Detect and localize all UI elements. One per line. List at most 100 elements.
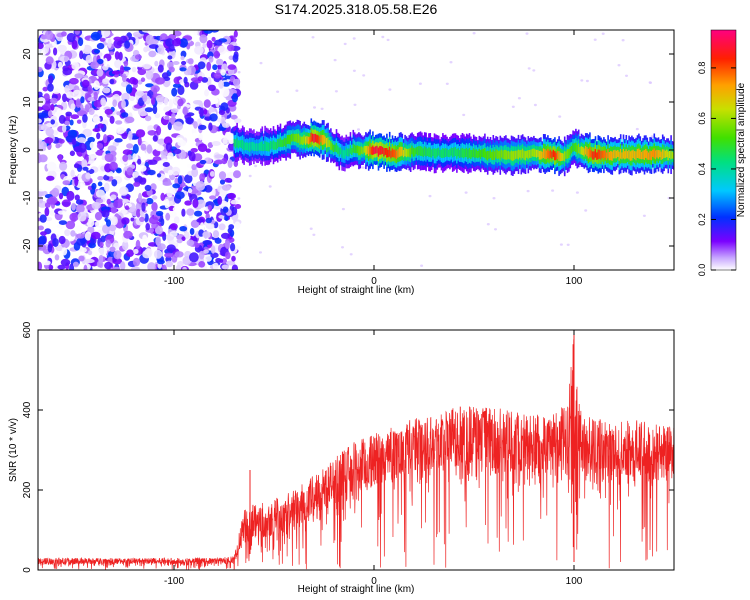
signal-cell — [365, 146, 367, 156]
noise-blob — [68, 82, 75, 90]
signal-cell — [479, 150, 482, 159]
noise-blob — [122, 149, 133, 156]
noise-blob — [85, 172, 91, 180]
noise-blob — [172, 206, 182, 213]
noise-blob — [182, 106, 188, 116]
noise-blob — [156, 173, 162, 178]
signal-cell — [467, 149, 469, 160]
noise-blob — [186, 163, 193, 168]
signal-cell — [507, 150, 510, 159]
noise-blob — [102, 209, 110, 218]
noise-blob — [109, 115, 115, 124]
noise-blob — [100, 97, 107, 107]
signal-cell — [556, 151, 559, 159]
noise-blob — [193, 121, 198, 129]
noise-blob — [62, 93, 67, 103]
noise-blob — [121, 92, 130, 102]
noise-blob — [157, 138, 166, 145]
signal-cell — [668, 151, 671, 158]
noise-blob — [220, 102, 229, 111]
noise-blob — [193, 30, 198, 36]
noise-blob — [139, 216, 145, 222]
noise-blob — [140, 77, 146, 82]
signal-cell — [638, 148, 640, 159]
noise-blob — [52, 88, 61, 94]
signal-cell — [317, 135, 320, 144]
signal-cell — [516, 150, 518, 159]
signal-cell — [393, 149, 395, 158]
noise-blob — [181, 236, 186, 241]
signal-cell — [236, 137, 238, 148]
noise-blob — [64, 84, 70, 94]
noise-blob — [66, 32, 76, 43]
noise-blob — [147, 125, 154, 131]
noise-blob — [132, 78, 139, 85]
noise-blob — [155, 145, 165, 152]
signal-cell — [278, 138, 280, 147]
signal-cell — [659, 150, 661, 158]
faint-dot — [517, 97, 521, 100]
noise-blob — [38, 235, 47, 246]
signal-cell — [548, 150, 551, 160]
noise-blob — [124, 40, 131, 49]
noise-blob — [126, 167, 134, 176]
noise-blob — [148, 216, 159, 225]
faint-dot — [648, 81, 652, 84]
signal-cell — [520, 149, 523, 160]
noise-blob — [39, 214, 47, 223]
y-tick-label: 0 — [22, 567, 33, 573]
noise-blob — [128, 130, 133, 141]
noise-blob — [121, 217, 130, 225]
noise-blob — [87, 185, 93, 191]
signal-cell — [394, 149, 397, 159]
faint-dot — [418, 82, 422, 85]
noise-blob — [58, 138, 65, 144]
noise-blob — [143, 46, 149, 53]
noise-blob — [191, 167, 199, 178]
noise-blob — [134, 54, 142, 60]
signal-cell — [640, 151, 643, 160]
noise-blob — [202, 240, 212, 245]
signal-cell — [603, 150, 605, 160]
faint-dot — [349, 253, 353, 256]
signal-cell — [369, 144, 371, 155]
signal-cell — [591, 151, 594, 160]
noise-blob — [97, 181, 103, 187]
signal-cell — [367, 146, 370, 157]
signal-cell — [372, 145, 374, 155]
signal-cell — [401, 146, 404, 156]
noise-blob — [81, 247, 87, 253]
noise-blob — [38, 140, 44, 149]
signal-cell — [563, 151, 566, 162]
noise-blob — [162, 162, 170, 167]
noise-blob — [146, 144, 153, 154]
noise-blob — [148, 50, 157, 58]
noise-blob — [72, 89, 82, 98]
signal-cell — [460, 148, 462, 158]
noise-blob — [213, 160, 224, 165]
snr-plot-area — [38, 330, 674, 570]
signal-cell — [381, 146, 384, 154]
noise-blob — [58, 154, 63, 162]
noise-blob — [137, 68, 147, 76]
faint-dot — [650, 135, 654, 138]
noise-blob — [96, 42, 105, 50]
noise-blob — [155, 210, 164, 217]
noise-blob — [95, 211, 103, 221]
noise-blob — [152, 105, 158, 115]
signal-cell — [519, 150, 521, 158]
noise-blob — [207, 204, 212, 210]
signal-cell — [299, 135, 301, 145]
noise-blob — [225, 251, 231, 260]
noise-blob — [169, 223, 178, 231]
colorbar-tick-label: 0.2 — [697, 213, 707, 226]
noise-blob — [218, 80, 225, 89]
noise-blob — [197, 61, 206, 70]
signal-cell — [561, 153, 563, 161]
signal-cell — [248, 142, 251, 152]
signal-cell — [590, 150, 593, 158]
signal-cell — [255, 143, 258, 151]
noise-blob — [231, 264, 238, 270]
noise-blob — [47, 110, 53, 117]
noise-blob — [90, 31, 101, 41]
